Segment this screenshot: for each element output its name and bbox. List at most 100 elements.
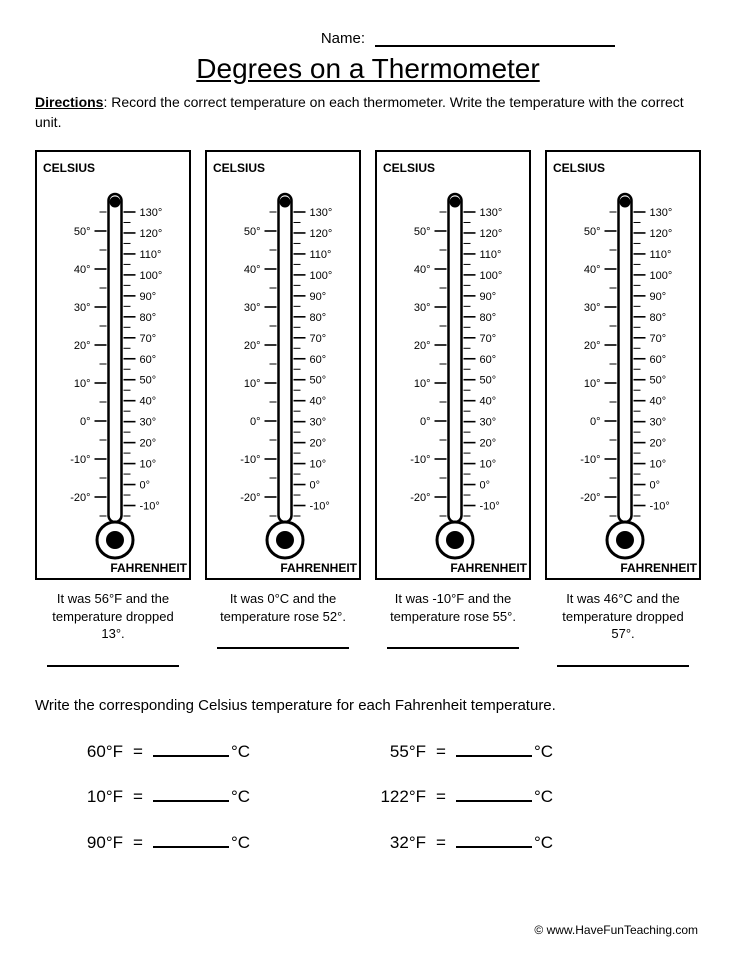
svg-text:0°: 0° (310, 480, 321, 492)
svg-text:0°: 0° (590, 416, 601, 428)
answer-blank[interactable] (557, 665, 689, 667)
fahrenheit-value: 122°F (368, 787, 426, 807)
svg-text:10°: 10° (140, 459, 157, 471)
thermo-column-2: CELSIUSFAHRENHEIT50°40°30°20°10°0°-10°-2… (375, 150, 531, 667)
equals-sign: = (123, 833, 153, 853)
conversion-section: Write the corresponding Celsius temperat… (35, 697, 701, 875)
svg-text:-10°: -10° (70, 454, 90, 466)
svg-text:CELSIUS: CELSIUS (213, 161, 265, 175)
svg-text:20°: 20° (244, 340, 261, 352)
svg-text:40°: 40° (310, 396, 327, 408)
svg-text:70°: 70° (650, 333, 667, 345)
thermo-column-3: CELSIUSFAHRENHEIT50°40°30°20°10°0°-10°-2… (545, 150, 701, 667)
svg-text:20°: 20° (140, 438, 157, 450)
svg-text:-20°: -20° (410, 492, 430, 504)
svg-text:80°: 80° (140, 312, 157, 324)
celsius-answer-blank[interactable] (153, 784, 229, 803)
svg-text:80°: 80° (310, 312, 327, 324)
thermo-prompt: It was 0°C and the temperature rose 52°. (205, 590, 361, 625)
conversion-grid: 60°F=°C10°F=°C90°F=°C 55°F=°C122°F=°C32°… (35, 738, 701, 875)
svg-text:30°: 30° (244, 302, 261, 314)
equals-sign: = (426, 787, 456, 807)
thermometer-diagram: CELSIUS FAHRENHEIT 50° 40° 30° 20° 10° 0° -10° -2… (205, 150, 361, 580)
svg-text:30°: 30° (584, 302, 601, 314)
name-row: Name: (35, 30, 701, 47)
conv-col-left: 60°F=°C10°F=°C90°F=°C (65, 738, 368, 875)
svg-text:50°: 50° (480, 375, 497, 387)
svg-text:0°: 0° (250, 416, 261, 428)
fahrenheit-value: 55°F (368, 742, 426, 762)
svg-text:0°: 0° (140, 480, 151, 492)
celsius-answer-blank[interactable] (456, 829, 532, 848)
svg-text:120°: 120° (140, 228, 163, 240)
celsius-answer-blank[interactable] (153, 829, 229, 848)
svg-text:40°: 40° (74, 264, 91, 276)
celsius-answer-blank[interactable] (153, 738, 229, 757)
svg-text:30°: 30° (480, 417, 497, 429)
svg-text:10°: 10° (244, 378, 261, 390)
svg-text:50°: 50° (244, 226, 261, 238)
svg-text:FAHRENHEIT: FAHRENHEIT (280, 561, 357, 575)
svg-text:-10°: -10° (580, 454, 600, 466)
svg-text:40°: 40° (480, 396, 497, 408)
equals-sign: = (426, 742, 456, 762)
svg-text:40°: 40° (584, 264, 601, 276)
svg-text:20°: 20° (480, 438, 497, 450)
thermometer-diagram: CELSIUSFAHRENHEIT50°40°30°20°10°0°-10°-2… (35, 150, 191, 580)
svg-text:30°: 30° (310, 417, 327, 429)
equals-sign: = (426, 833, 456, 853)
svg-text:130°: 130° (310, 207, 333, 219)
svg-text:130°: 130° (140, 207, 163, 219)
svg-text:100°: 100° (140, 270, 163, 282)
answer-blank[interactable] (387, 647, 519, 649)
svg-text:90°: 90° (480, 291, 497, 303)
svg-text:CELSIUS: CELSIUS (383, 161, 435, 175)
svg-text:50°: 50° (584, 226, 601, 238)
thermo-column-0: CELSIUSFAHRENHEIT50°40°30°20°10°0°-10°-2… (35, 150, 191, 667)
svg-text:50°: 50° (140, 375, 157, 387)
svg-text:-10°: -10° (480, 501, 500, 513)
svg-text:110°: 110° (310, 249, 332, 261)
answer-blank[interactable] (217, 647, 349, 649)
celsius-unit: °C (532, 833, 553, 853)
svg-text:-10°: -10° (650, 501, 670, 513)
celsius-unit: °C (532, 787, 553, 807)
svg-text:20°: 20° (310, 438, 327, 450)
fahrenheit-value: 32°F (368, 833, 426, 853)
celsius-answer-blank[interactable] (456, 784, 532, 803)
footer-credit: © www.HaveFunTeaching.com (534, 923, 698, 937)
name-label: Name: (321, 30, 365, 47)
thermometer-diagram: CELSIUSFAHRENHEIT50°40°30°20°10°0°-10°-2… (375, 150, 531, 580)
svg-text:10°: 10° (480, 459, 497, 471)
svg-text:FAHRENHEIT: FAHRENHEIT (110, 561, 187, 575)
svg-text:10°: 10° (650, 459, 667, 471)
svg-text:FAHRENHEIT: FAHRENHEIT (620, 561, 697, 575)
svg-text:130°: 130° (480, 207, 503, 219)
conversion-row: 10°F=°C (65, 784, 368, 808)
thermometer-row: CELSIUS FAHRENHEIT 50° 40° 30° 20° 10° 0° -10° -2… (35, 150, 701, 667)
directions: Directions: Record the correct temperatu… (35, 93, 701, 132)
name-input-line[interactable] (375, 45, 615, 47)
answer-blank[interactable] (47, 665, 179, 667)
svg-text:100°: 100° (310, 270, 333, 282)
celsius-answer-blank[interactable] (456, 738, 532, 757)
conversion-row: 90°F=°C (65, 829, 368, 853)
fahrenheit-value: 10°F (65, 787, 123, 807)
svg-text:40°: 40° (414, 264, 431, 276)
svg-text:120°: 120° (310, 228, 333, 240)
svg-text:-20°: -20° (240, 492, 260, 504)
svg-text:-10°: -10° (310, 501, 330, 513)
svg-text:110°: 110° (140, 249, 162, 261)
conversion-row: 32°F= °C (368, 829, 671, 853)
thermo-column-1: CELSIUS FAHRENHEIT 50° 40° 30° 20° 10° 0° -10° -2… (205, 150, 361, 667)
svg-text:40°: 40° (650, 396, 667, 408)
svg-text:-10°: -10° (240, 454, 260, 466)
svg-text:30°: 30° (140, 417, 157, 429)
thermometer-diagram: CELSIUSFAHRENHEIT50°40°30°20°10°0°-10°-2… (545, 150, 701, 580)
svg-text:50°: 50° (74, 226, 91, 238)
svg-text:110°: 110° (650, 249, 672, 261)
svg-text:100°: 100° (480, 270, 503, 282)
svg-text:-20°: -20° (580, 492, 600, 504)
page-title: Degrees on a Thermometer (35, 53, 701, 85)
fahrenheit-value: 90°F (65, 833, 123, 853)
